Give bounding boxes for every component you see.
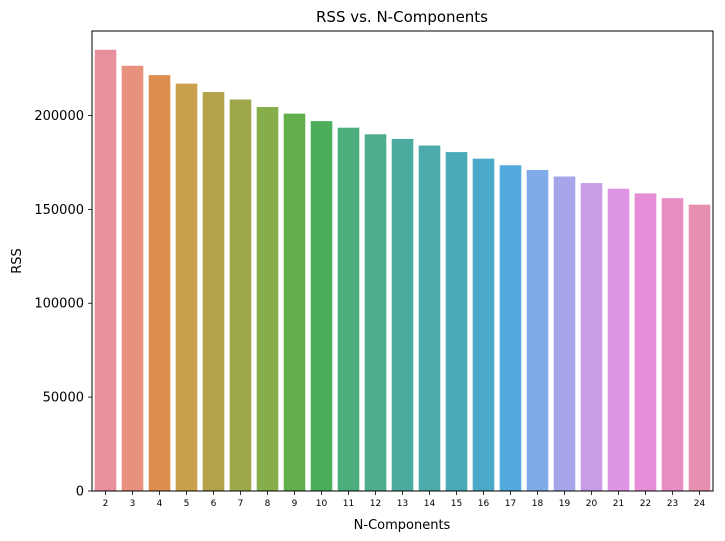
y-tick-label: 100000 xyxy=(34,297,84,312)
x-axis-label: N-Components xyxy=(354,518,451,533)
x-tick-label: 12 xyxy=(370,499,381,509)
bar-2 xyxy=(94,49,117,491)
bar-12 xyxy=(364,134,387,491)
y-tick-label: 0 xyxy=(76,485,84,500)
bar-22 xyxy=(634,193,657,491)
x-tick-label: 4 xyxy=(157,499,163,509)
bar-15 xyxy=(445,152,468,491)
x-tick-label: 23 xyxy=(667,499,678,509)
bar-20 xyxy=(580,183,603,491)
bar-13 xyxy=(391,138,414,491)
plot-frame xyxy=(91,30,714,492)
y-axis-label: RSS xyxy=(10,248,25,274)
x-tick-label: 7 xyxy=(238,499,244,509)
bar-4 xyxy=(148,75,171,492)
x-tick-label: 8 xyxy=(265,499,271,509)
chart-title: RSS vs. N-Components xyxy=(316,8,488,26)
x-tick-label: 9 xyxy=(292,499,298,509)
bar-23 xyxy=(661,198,684,491)
bar-14 xyxy=(418,145,441,491)
x-tick-label: 24 xyxy=(694,499,706,509)
bar-5 xyxy=(175,83,198,491)
x-tick-label: 11 xyxy=(343,499,354,509)
bar-9 xyxy=(283,113,306,492)
x-axis: 2 3 4 5 6 7 8 9 10 11 12 13 14 15 16 17 18 19 20 21 22 23 24 xyxy=(103,491,706,509)
bar-6 xyxy=(202,92,225,492)
x-tick-label: 15 xyxy=(451,499,462,509)
y-tick-label: 50000 xyxy=(43,391,84,406)
y-axis: 0 50000 100000 150000 200000 xyxy=(34,109,92,500)
x-tick-label: 17 xyxy=(505,499,516,509)
bar-10 xyxy=(310,121,333,492)
bar-21 xyxy=(607,188,630,491)
y-tick-label: 150000 xyxy=(34,203,84,218)
bar-7 xyxy=(229,99,252,491)
x-tick-label: 10 xyxy=(316,499,328,509)
x-tick-label: 13 xyxy=(397,499,408,509)
bar-24 xyxy=(688,204,711,492)
x-tick-label: 5 xyxy=(184,499,190,509)
x-tick-label: 19 xyxy=(559,499,571,509)
bar-18 xyxy=(526,169,549,491)
bar-11 xyxy=(337,127,360,491)
bar-17 xyxy=(499,165,522,492)
x-tick-label: 22 xyxy=(640,499,651,509)
y-tick-label: 200000 xyxy=(34,109,84,124)
bar-3 xyxy=(121,65,144,491)
bars-group xyxy=(94,49,711,492)
x-tick-label: 21 xyxy=(613,499,624,509)
x-tick-label: 3 xyxy=(130,499,136,509)
bar-16 xyxy=(472,158,495,492)
x-tick-label: 16 xyxy=(478,499,490,509)
x-tick-label: 18 xyxy=(532,499,544,509)
bar-19 xyxy=(553,176,576,491)
x-tick-label: 2 xyxy=(103,499,109,509)
bar-8 xyxy=(256,107,279,491)
x-tick-label: 14 xyxy=(424,499,436,509)
x-tick-label: 6 xyxy=(211,499,217,509)
x-tick-label: 20 xyxy=(586,499,598,509)
